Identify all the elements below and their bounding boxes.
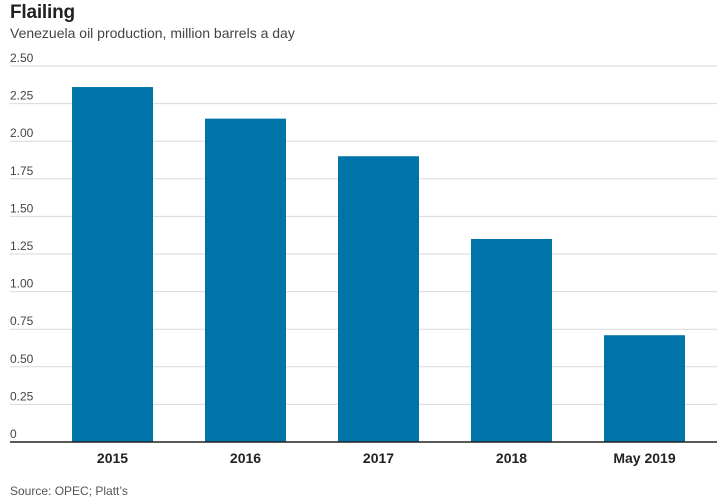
x-tick-label: 2017 (363, 450, 394, 466)
y-tick-label: 2.25 (10, 89, 34, 103)
y-tick-label: 0.75 (10, 314, 34, 328)
bar-2016 (205, 118, 286, 442)
x-tick-label: 2016 (230, 450, 261, 466)
y-tick-label: 0 (10, 427, 17, 441)
y-tick-label: 0.25 (10, 389, 34, 403)
x-tick-label: 2018 (496, 450, 527, 466)
chart-title: Flailing (10, 2, 75, 23)
y-tick-label: 2.50 (10, 51, 34, 65)
bar-2015 (72, 87, 153, 442)
bar-chart: 0 0.25 0.50 0.75 1.00 1.25 1.50 1.75 2.00 2.25 2.5… (10, 51, 717, 466)
bars (72, 87, 685, 443)
bar-may-2019 (604, 335, 685, 442)
y-tick-label: 1.75 (10, 164, 34, 178)
bar-2018 (471, 238, 552, 442)
y-tick-label: 1.25 (10, 239, 34, 253)
x-tick-label: 2015 (97, 450, 128, 466)
x-tick-label: May 2019 (613, 450, 675, 466)
chart-subtitle: Venezuela oil production, million barrel… (10, 25, 295, 41)
bar-2017 (338, 156, 419, 443)
source-note: Source: OPEC; Platt’s (10, 484, 128, 498)
y-tick-label: 1.00 (10, 277, 34, 291)
y-tick-label: 0.50 (10, 352, 34, 366)
axes: 2015 2016 2017 2018 May 2019 (10, 441, 717, 466)
y-tick-label: 2.00 (10, 126, 34, 140)
y-tick-label: 1.50 (10, 201, 34, 215)
